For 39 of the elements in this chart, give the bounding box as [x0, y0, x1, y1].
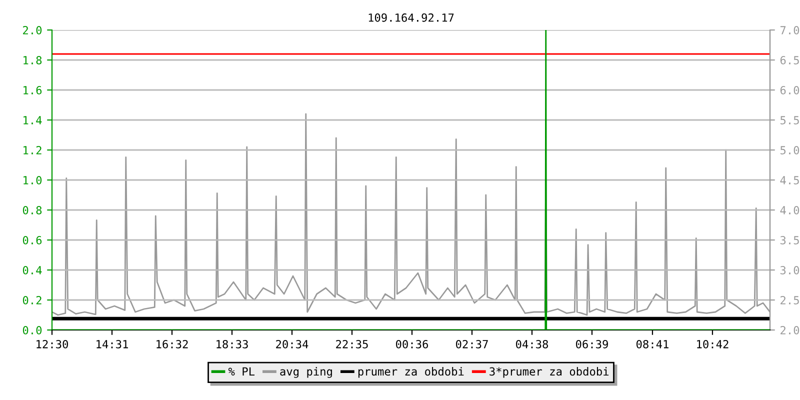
- y2-tick-label: 4.5: [780, 176, 799, 184]
- legend-label: prumer za obdobi: [358, 367, 464, 378]
- x-tick-label: 00:36: [396, 340, 428, 348]
- x-tick-label: 16:32: [156, 340, 188, 348]
- x-tick-label: 14:31: [96, 340, 128, 348]
- y-tick-label: 0.8: [22, 206, 42, 214]
- x-tick-label: 20:34: [276, 340, 308, 348]
- x-tick-label: 06:39: [576, 340, 608, 348]
- legend-label: avg ping: [280, 367, 332, 378]
- y-tick-label: 0.2: [22, 296, 42, 304]
- y-tick-label: 0.4: [22, 266, 42, 274]
- y-tick-label: 1.2: [24, 146, 42, 154]
- y2-tick-label: 2.0: [780, 326, 800, 334]
- y2-tick-label: 6.0: [780, 86, 800, 94]
- y-tick-label: 1.8: [24, 56, 42, 64]
- y-tick-label: 0.0: [22, 326, 42, 334]
- x-tick-label: 08:41: [636, 340, 668, 348]
- y2-tick-label: 3.5: [780, 236, 799, 244]
- y-tick-label: 2.0: [23, 26, 42, 34]
- x-tick-label: 02:37: [456, 340, 488, 348]
- y2-tick-label: 4.0: [780, 206, 800, 214]
- y2-tick-label: 5.0: [780, 146, 800, 154]
- y2-tick-label: 2.5: [780, 296, 799, 304]
- y-tick-label: 1.4: [24, 116, 42, 124]
- y2-tick-label: 7.0: [780, 26, 800, 34]
- y2-tick-label: 3.0: [780, 266, 800, 274]
- y2-tick-label: 5.5: [780, 116, 799, 124]
- legend-label: % PL: [228, 367, 255, 376]
- y2-tick-label: 6.5: [780, 56, 799, 64]
- y-tick-label: 0.6: [22, 236, 42, 244]
- x-tick-label: 12:30: [36, 340, 68, 348]
- y-tick-label: 1.0: [24, 176, 42, 184]
- legend-label: 3*prumer za obdobi: [490, 367, 609, 378]
- chart-title: 109.164.92.17: [368, 13, 454, 22]
- x-tick-label: 04:38: [516, 340, 548, 348]
- x-tick-label: 22:35: [336, 340, 368, 348]
- y-tick-label: 1.6: [24, 86, 42, 94]
- x-tick-label: 18:33: [216, 340, 248, 348]
- x-tick-label: 10:42: [697, 340, 728, 348]
